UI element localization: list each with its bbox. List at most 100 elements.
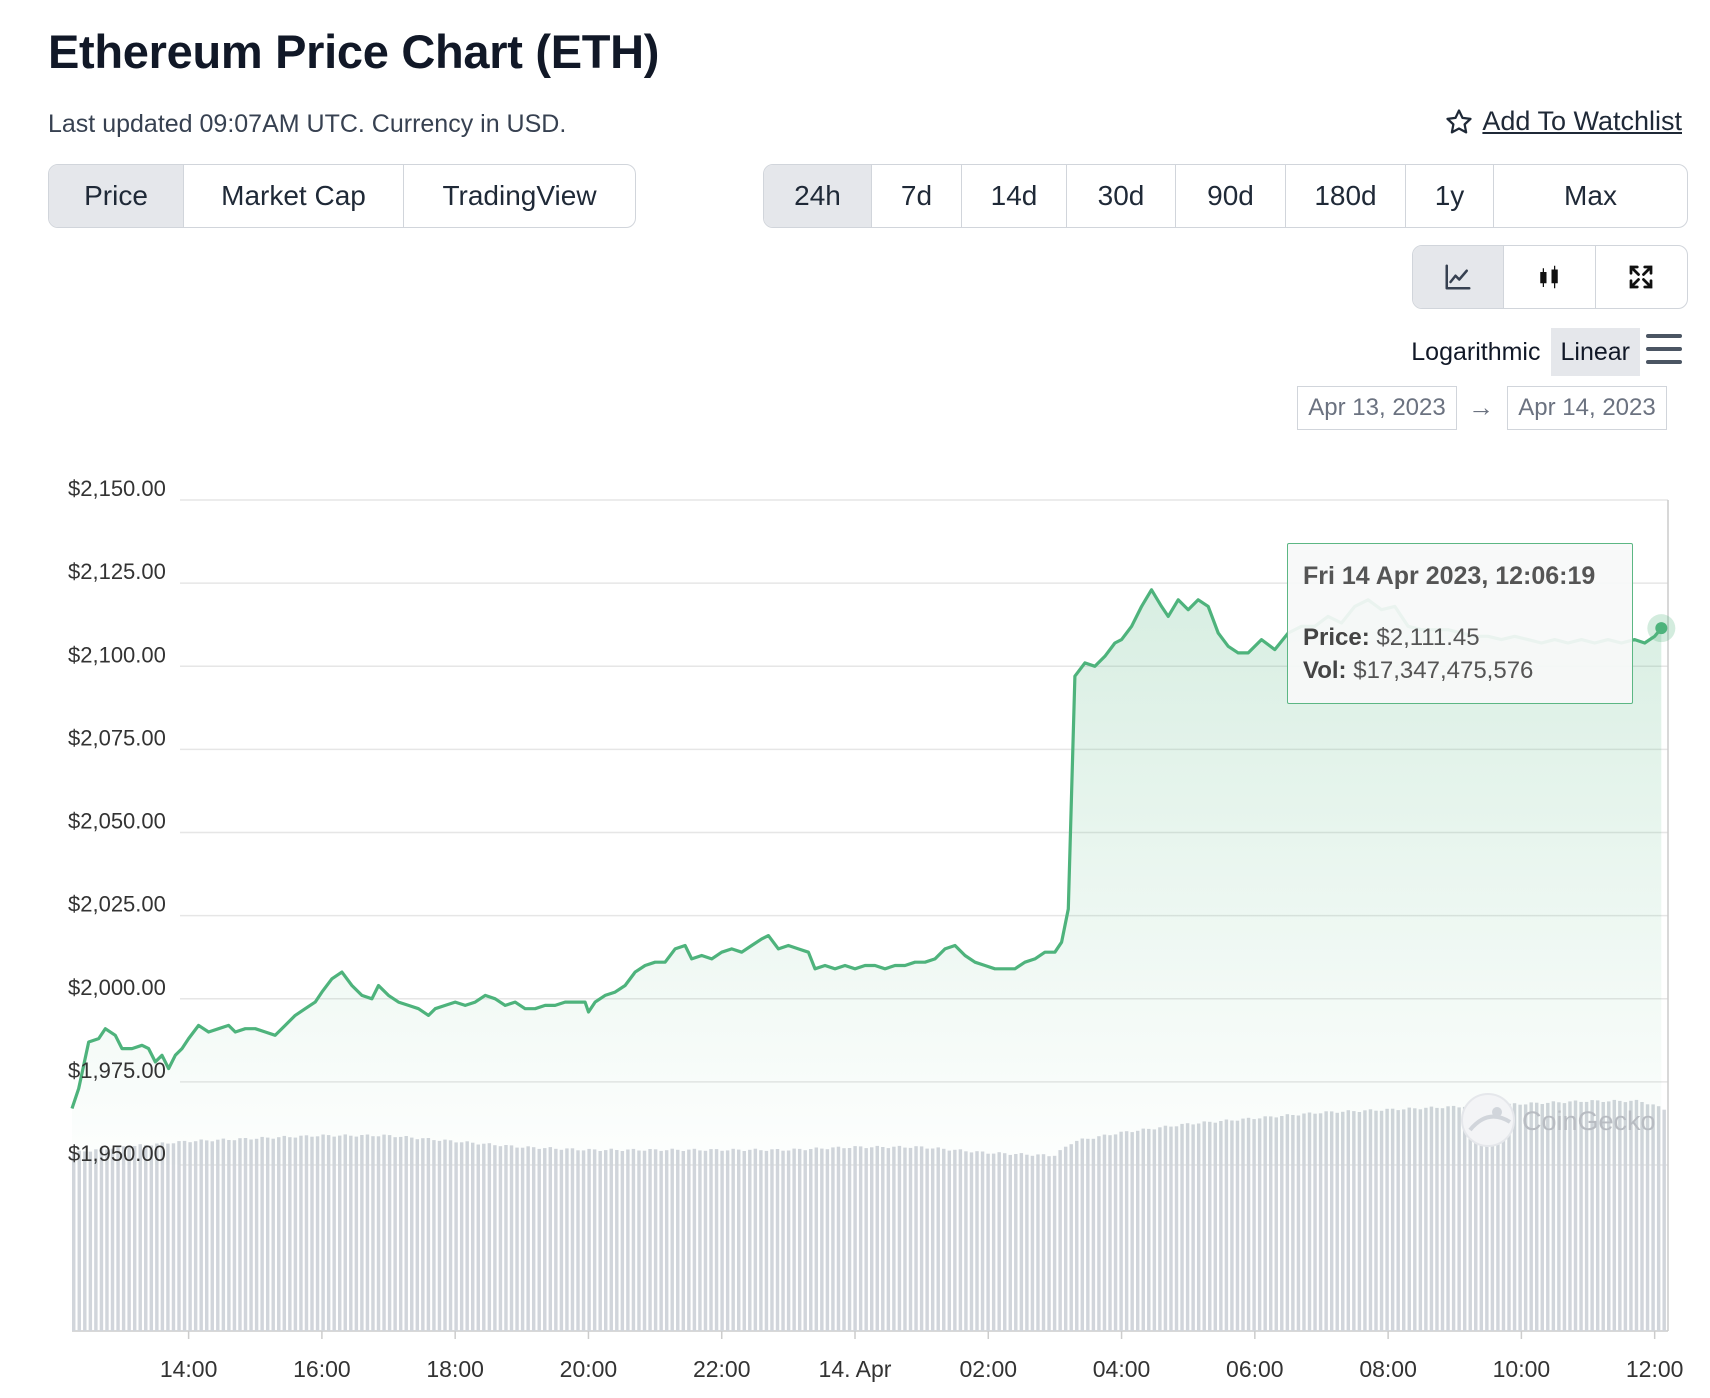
volume-bar [1052, 1155, 1057, 1331]
y-tick-label: $2,050.00 [68, 809, 166, 834]
volume-bar [1329, 1111, 1334, 1331]
tooltip-vol-label: Vol: [1303, 657, 1347, 684]
volume-bar [1562, 1103, 1567, 1331]
volume-bar [387, 1135, 392, 1331]
range-90d[interactable]: 90d [1176, 165, 1286, 227]
volume-bar [814, 1147, 819, 1331]
volume-bar [797, 1148, 802, 1331]
line-chart-button[interactable] [1413, 246, 1505, 308]
volume-bar [709, 1149, 713, 1331]
tab-market-cap[interactable]: Market Cap [184, 165, 404, 227]
range-1y[interactable]: 1y [1406, 165, 1494, 227]
x-tick-label: 22:00 [693, 1356, 751, 1382]
range-max[interactable]: Max [1564, 180, 1617, 211]
volume-bar [825, 1149, 830, 1331]
volume-bar [1651, 1104, 1655, 1331]
volume-bar [1296, 1115, 1301, 1331]
volume-bar [1069, 1144, 1073, 1331]
volume-bar [443, 1139, 447, 1331]
range-14d[interactable]: 14d [962, 165, 1067, 227]
volume-bar [321, 1134, 325, 1331]
volume-bar [676, 1149, 680, 1331]
volume-bar [637, 1150, 641, 1331]
volume-bar [1019, 1153, 1024, 1331]
volume-bar [720, 1150, 724, 1331]
volume-bar [598, 1151, 602, 1331]
volume-bar [576, 1150, 580, 1331]
volume-bar [1196, 1123, 1201, 1331]
volume-bar [1224, 1119, 1229, 1331]
volume-bar [1612, 1099, 1617, 1331]
x-tick-label: 10:00 [1493, 1356, 1551, 1382]
volume-bar [349, 1135, 353, 1331]
fullscreen-button[interactable] [1596, 246, 1687, 308]
price-area [72, 589, 1662, 1165]
volume-bar [421, 1138, 425, 1331]
volume-bar [1529, 1102, 1533, 1331]
volume-bar [1357, 1112, 1362, 1331]
date-to-input[interactable]: Apr 14, 2023 [1507, 386, 1667, 430]
volume-bar [792, 1148, 796, 1331]
volume-bar [1385, 1108, 1389, 1331]
volume-bar [1313, 1113, 1317, 1331]
tooltip-price-label: Price: [1303, 624, 1370, 651]
volume-bar [476, 1144, 480, 1331]
volume-bar [1003, 1153, 1007, 1331]
volume-bar [1352, 1111, 1356, 1331]
range-180d[interactable]: 180d [1286, 165, 1406, 227]
volume-bar [1368, 1109, 1373, 1331]
volume-bar [737, 1149, 741, 1331]
y-tick-label: $2,000.00 [68, 975, 166, 1000]
volume-bar [99, 1148, 104, 1331]
volume-bar [1097, 1136, 1101, 1331]
volume-bar [980, 1151, 985, 1331]
volume-bar [155, 1143, 159, 1331]
price-chart[interactable]: $2,150.00 $2,125.00 $2,100.00 $2,075.00 $2,0… [0, 450, 1710, 1398]
chart-menu-icon[interactable] [1646, 334, 1682, 364]
volume-bar [249, 1139, 253, 1331]
volume-bar [1590, 1100, 1594, 1331]
volume-bar [1429, 1106, 1434, 1331]
volume-bar [725, 1150, 730, 1331]
volume-bar [1030, 1155, 1035, 1331]
candlestick-button[interactable] [1504, 246, 1596, 308]
volume-bar [1601, 1102, 1605, 1331]
volume-bar [160, 1142, 165, 1331]
range-24h[interactable]: 24h [764, 165, 872, 227]
volume-bar [1108, 1135, 1112, 1331]
volume-bar [543, 1148, 547, 1331]
volume-bar [1208, 1121, 1212, 1331]
tab-tradingview[interactable]: TradingView [442, 180, 597, 211]
volume-bar [520, 1147, 525, 1331]
volume-bar [1202, 1121, 1206, 1331]
volume-bar [853, 1146, 857, 1331]
volume-bar [1546, 1102, 1550, 1331]
volume-bar [714, 1149, 719, 1331]
y-tick-label: $2,025.00 [68, 892, 166, 917]
volume-bar [1573, 1100, 1578, 1331]
volume-bar [1535, 1102, 1539, 1331]
volume-bar [925, 1148, 929, 1331]
volume-bar [842, 1148, 846, 1331]
volume-bar [1091, 1138, 1096, 1331]
x-tick-label: 08:00 [1359, 1356, 1417, 1382]
volume-bar [343, 1134, 347, 1331]
volume-bar [299, 1135, 303, 1331]
volume-bar [365, 1134, 370, 1331]
volume-bar [1623, 1102, 1628, 1331]
range-30d[interactable]: 30d [1067, 165, 1176, 227]
volume-bar [1435, 1107, 1439, 1331]
volume-bar [326, 1135, 331, 1331]
scale-logarithmic[interactable]: Logarithmic [1411, 337, 1541, 366]
range-7d[interactable]: 7d [872, 165, 962, 227]
time-range-tabs: 24h 7d 14d 30d 90d 180d 1y Max [763, 164, 1688, 228]
volume-bar [482, 1143, 486, 1331]
scale-linear[interactable]: Linear [1550, 328, 1640, 376]
date-from-input[interactable]: Apr 13, 2023 [1297, 386, 1457, 430]
add-to-watchlist-link[interactable]: Add To Watchlist [1444, 106, 1682, 137]
volume-bar [188, 1142, 192, 1331]
volume-bar [193, 1141, 198, 1331]
volume-bar [604, 1150, 608, 1331]
tab-price[interactable]: Price [49, 165, 184, 227]
volume-bar [559, 1149, 564, 1331]
